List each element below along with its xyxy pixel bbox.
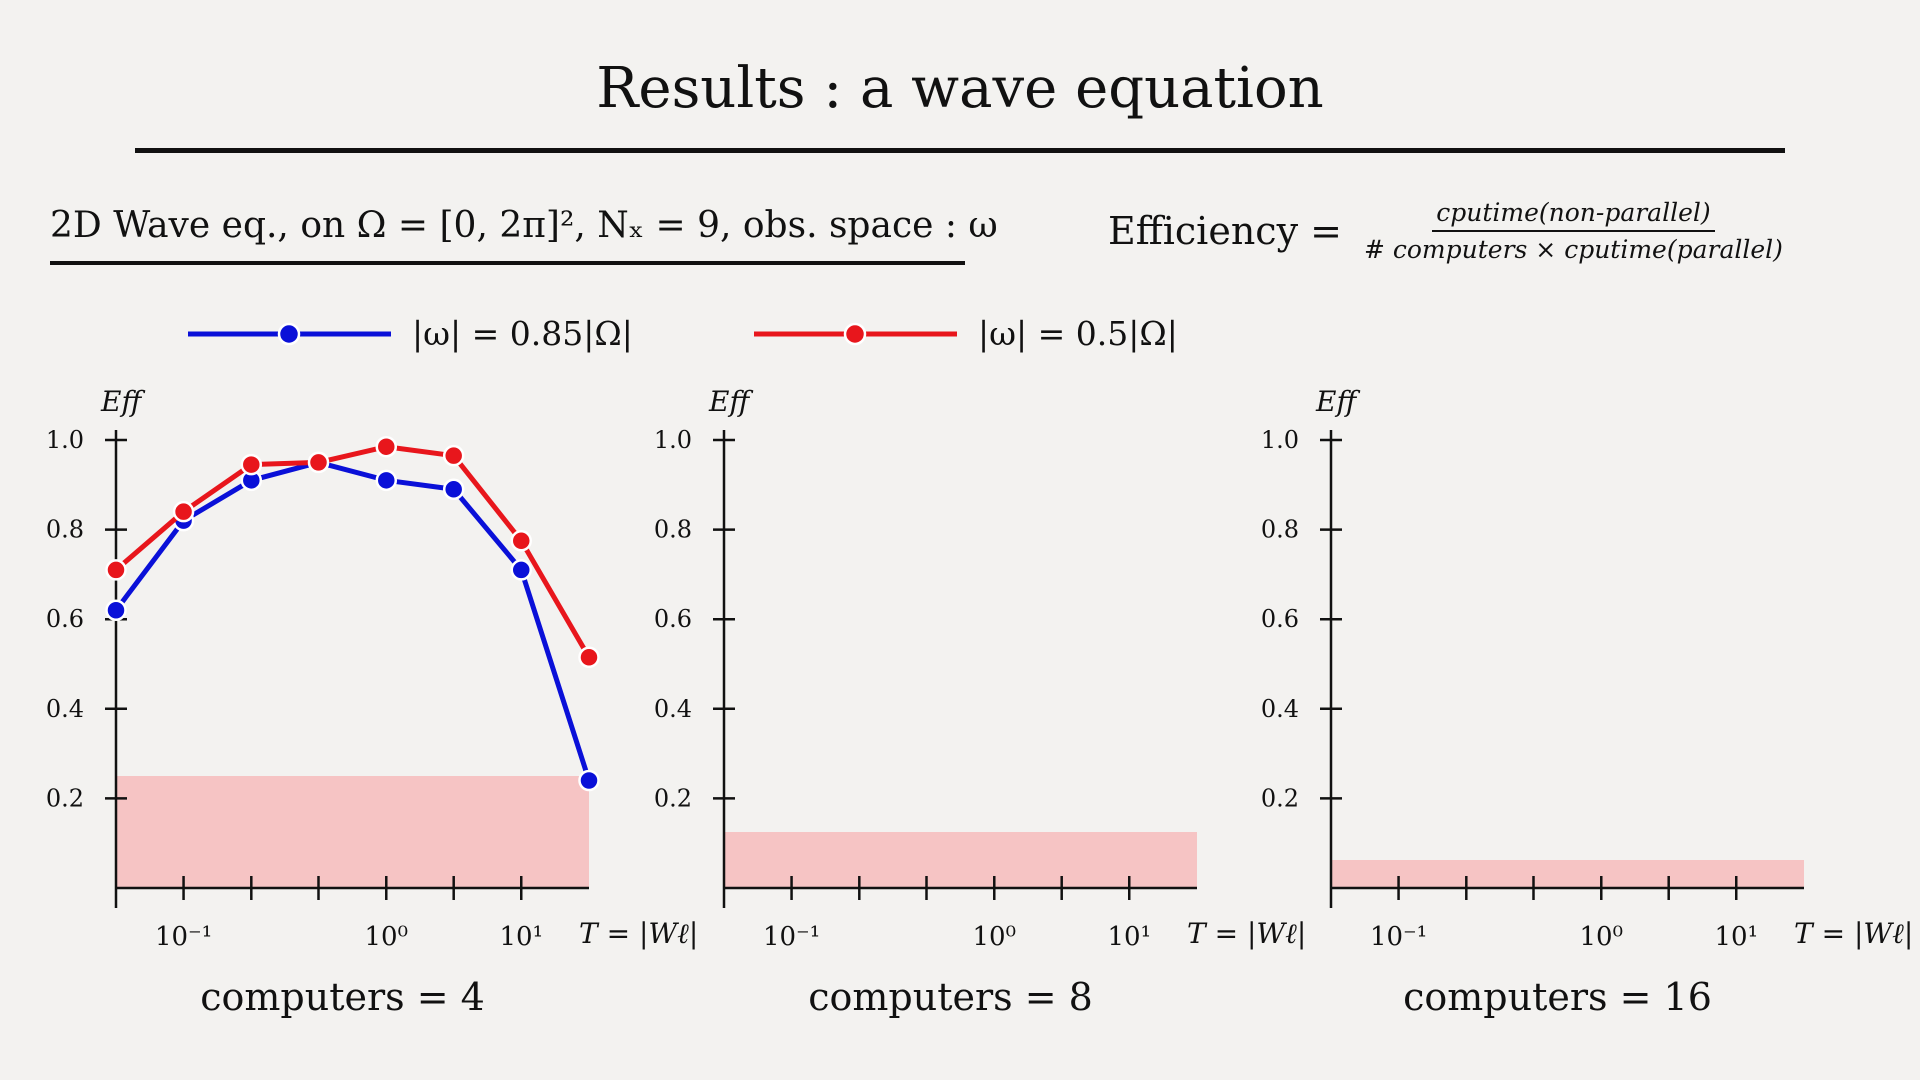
y-tick-label: 0.8 bbox=[1261, 516, 1299, 544]
page-title: Results : a wave equation bbox=[596, 56, 1324, 121]
legend-swatch-blue bbox=[188, 322, 391, 345]
chart-panel-1: 0.2 0.4 0.6 0.8 1.0 Eff 10⁻¹ 10⁰ 10¹ T = |Wℓ| comp… bbox=[46, 385, 698, 1019]
x-tick-label: 10⁰ bbox=[365, 922, 409, 952]
x-tick-label: 10¹ bbox=[1714, 922, 1758, 952]
efficiency-denominator: # computers × cputime(parallel) bbox=[1363, 235, 1783, 264]
ideal-band bbox=[116, 776, 589, 888]
y-axis-label: Eff bbox=[100, 385, 145, 418]
data-point bbox=[375, 435, 398, 458]
panel-caption: computers = 8 bbox=[808, 975, 1093, 1019]
panel-caption: computers = 4 bbox=[200, 975, 485, 1019]
x-axis-label: T = |Wℓ| bbox=[1187, 917, 1306, 950]
x-tick-label: 10⁰ bbox=[973, 922, 1017, 952]
data-point bbox=[172, 500, 195, 523]
y-tick-label: 0.8 bbox=[46, 516, 84, 544]
y-tick-label: 1.0 bbox=[46, 426, 84, 454]
efficiency-formula: Efficiency = cputime(non-parallel) # com… bbox=[1108, 198, 1787, 264]
efficiency-label: Efficiency = bbox=[1108, 209, 1342, 253]
series-line-1 bbox=[114, 459, 592, 782]
x-axis-label: T = |Wℓ| bbox=[579, 917, 698, 950]
y-tick-label: 0.4 bbox=[1261, 695, 1299, 723]
y-tick-label: 0.6 bbox=[654, 605, 692, 633]
panel-caption: computers = 16 bbox=[1403, 975, 1712, 1019]
title-underline bbox=[135, 148, 1785, 153]
legend-item-blue: |ω| = 0.85|Ω| bbox=[186, 314, 633, 353]
data-point bbox=[105, 559, 127, 581]
y-tick-label: 0.2 bbox=[1261, 784, 1299, 812]
ideal-band bbox=[1331, 860, 1804, 888]
data-point bbox=[105, 599, 127, 621]
y-tick-label: 0.6 bbox=[46, 605, 84, 633]
legend-label-red: |ω| = 0.5|Ω| bbox=[978, 314, 1178, 353]
data-point bbox=[510, 530, 533, 552]
data-point bbox=[442, 444, 465, 467]
x-tick-label: 10⁻¹ bbox=[1370, 922, 1427, 952]
data-point bbox=[240, 453, 263, 476]
y-axis-label: Eff bbox=[708, 385, 753, 418]
series-line-2 bbox=[114, 444, 592, 659]
x-tick-label: 10⁻¹ bbox=[763, 922, 820, 952]
ideal-band bbox=[724, 832, 1197, 888]
legend-item-red: |ω| = 0.5|Ω| bbox=[752, 314, 1178, 353]
problem-description: 2D Wave eq., on Ω = [0, 2π]², Nₓ = 9, ob… bbox=[50, 205, 998, 246]
x-tick-label: 10¹ bbox=[1107, 922, 1151, 952]
x-tick-label: 10⁰ bbox=[1580, 922, 1624, 952]
y-tick-label: 0.4 bbox=[46, 695, 84, 723]
x-tick-label: 10¹ bbox=[499, 922, 543, 952]
efficiency-fraction: cputime(non-parallel) # computers × cput… bbox=[1360, 198, 1787, 264]
y-tick-label: 0.6 bbox=[1261, 605, 1299, 633]
x-tick-label: 10⁻¹ bbox=[155, 922, 212, 952]
y-tick-label: 1.0 bbox=[654, 426, 692, 454]
chart-panel-3: 0.2 0.4 0.6 0.8 1.0 Eff 10⁻¹ 10⁰ 10¹ T = |Wℓ| comp… bbox=[1261, 385, 1913, 1019]
subtitle-underline bbox=[50, 261, 965, 265]
y-tick-label: 0.4 bbox=[654, 695, 692, 723]
legend-swatch-red bbox=[754, 322, 957, 345]
y-tick-label: 0.2 bbox=[46, 784, 84, 812]
data-point bbox=[442, 478, 465, 501]
y-axis-label: Eff bbox=[1315, 385, 1360, 418]
data-point bbox=[578, 769, 600, 792]
efficiency-numerator: cputime(non-parallel) bbox=[1432, 198, 1715, 232]
y-tick-label: 0.2 bbox=[654, 784, 692, 812]
y-tick-label: 0.8 bbox=[654, 516, 692, 544]
legend-label-blue: |ω| = 0.85|Ω| bbox=[412, 314, 633, 353]
y-tick-label: 1.0 bbox=[1261, 426, 1299, 454]
data-point bbox=[307, 451, 330, 474]
x-axis-label: T = |Wℓ| bbox=[1794, 917, 1913, 950]
data-point bbox=[510, 559, 533, 581]
chart-panel-2: 0.2 0.4 0.6 0.8 1.0 Eff 10⁻¹ 10⁰ 10¹ T = |Wℓ| comp… bbox=[654, 385, 1306, 1019]
data-point bbox=[578, 646, 600, 669]
data-point bbox=[375, 469, 398, 492]
